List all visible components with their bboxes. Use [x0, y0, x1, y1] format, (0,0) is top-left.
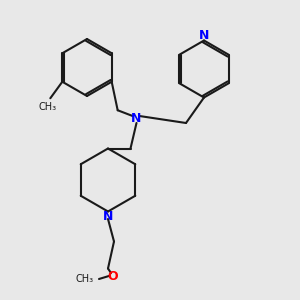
Text: N: N: [199, 28, 209, 42]
Text: N: N: [131, 112, 142, 125]
Text: N: N: [103, 209, 113, 223]
Text: CH₃: CH₃: [38, 102, 56, 112]
Text: CH₃: CH₃: [76, 274, 94, 284]
Text: O: O: [107, 269, 118, 283]
